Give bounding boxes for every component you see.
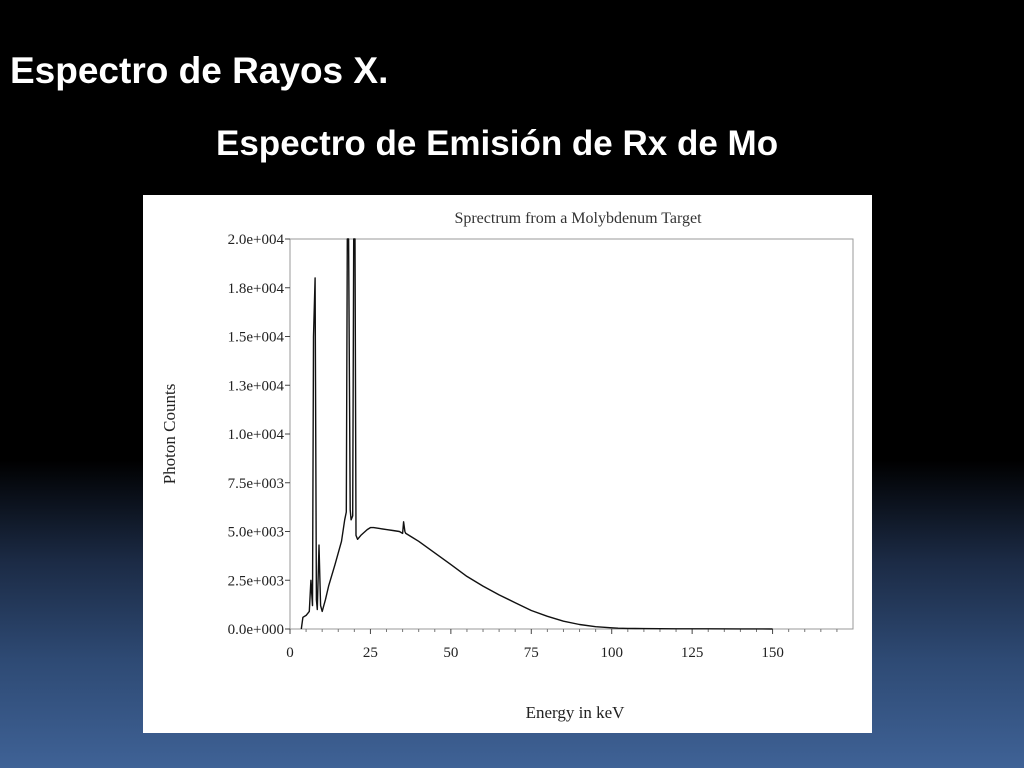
spectrum-chart: Sprectrum from a Molybdenum Target Energ… — [160, 210, 854, 722]
slide-title: Espectro de Rayos X. — [10, 50, 389, 91]
x-axis: 0 25 50 75 100 125 150 — [286, 629, 838, 661]
chart-image: Sprectrum from a Molybdenum Target Energ… — [143, 195, 872, 733]
x-tick-label: 0 — [286, 645, 294, 661]
y-tick-label: 1.0e+004 — [228, 427, 285, 443]
plot-area-frame — [289, 238, 854, 630]
slide-subtitle: Espectro de Emisión de Rx de Mo — [216, 124, 779, 163]
x-axis-label: Energy in keV — [526, 703, 626, 722]
x-tick-label: 50 — [443, 645, 458, 661]
x-tick-label: 75 — [524, 645, 539, 661]
y-axis: 0.0e+000 2.5e+003 5.0e+003 7.5e+003 1.0e+004… — [228, 232, 290, 638]
y-tick-label: 7.5e+003 — [228, 476, 284, 492]
y-tick-label: 1.3e+004 — [228, 378, 285, 394]
y-tick-label: 0.0e+000 — [228, 622, 284, 638]
x-tick-label: 125 — [681, 645, 704, 661]
x-tick-label: 25 — [363, 645, 378, 661]
series-group — [300, 238, 773, 630]
y-tick-label: 2.0e+004 — [228, 232, 285, 248]
y-tick-label: 5.0e+003 — [228, 525, 284, 541]
x-tick-label: 150 — [761, 645, 784, 661]
y-tick-label: 1.8e+004 — [228, 281, 285, 297]
y-axis-label: Photon Counts — [160, 384, 179, 485]
spectrum-line — [300, 238, 773, 630]
y-tick-label: 2.5e+003 — [228, 573, 284, 589]
x-tick-label: 100 — [600, 645, 623, 661]
y-tick-label: 1.5e+004 — [228, 330, 285, 346]
chart-title: Sprectrum from a Molybdenum Target — [454, 210, 702, 227]
